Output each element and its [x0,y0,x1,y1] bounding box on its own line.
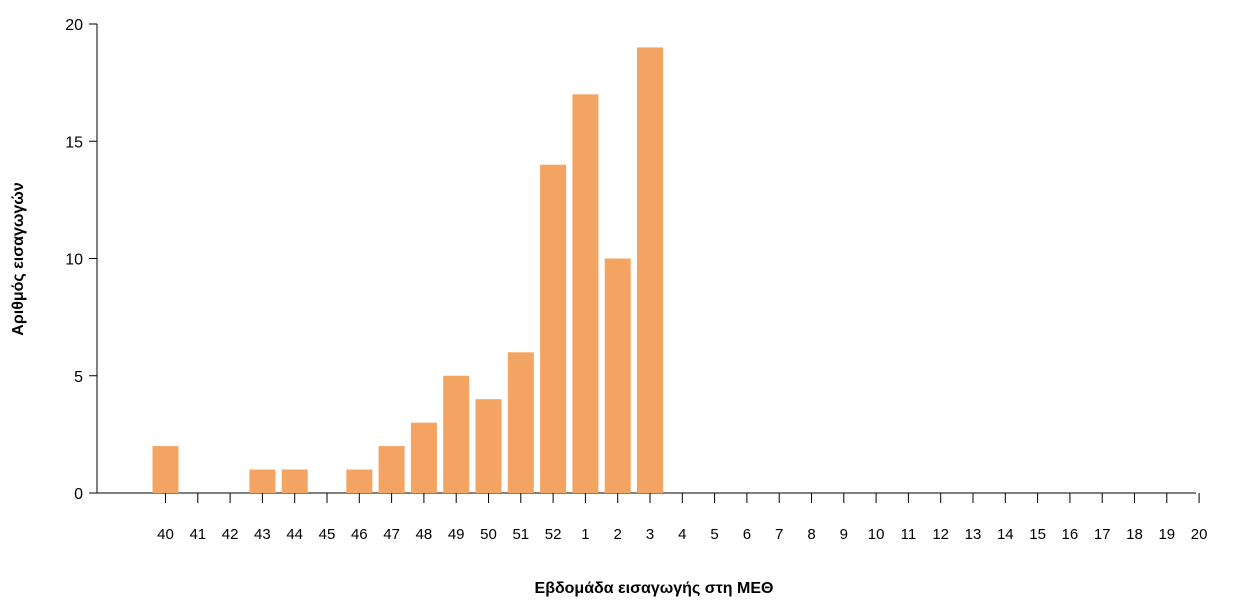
x-tick-label: 52 [545,526,562,543]
x-tick-label: 50 [480,526,497,543]
x-tick-label: 49 [448,526,465,543]
x-tick-label: 1 [581,526,589,543]
x-tick-label: 10 [868,526,885,543]
bar-51 [507,352,534,493]
x-tick-label: 17 [1094,526,1111,543]
x-tick-label: 19 [1158,526,1175,543]
bar-50 [475,399,502,493]
bar-48 [410,422,437,493]
x-tick-label: 15 [1029,526,1046,543]
x-axis: 40 41 42 43 44 45 46 47 48 49 50 51 52 1 2 3 4 5 6 7 8 9 10 11 1… [97,492,1208,543]
y-tick-label: 0 [74,486,83,503]
x-tick-label: 12 [932,526,949,543]
y-axis: 0 5 10 15 20 [65,17,98,503]
y-axis-title: Αριθμός εισαγωγών [10,182,27,336]
x-tick-label: 42 [222,526,239,543]
bar-46 [346,469,373,493]
x-tick-label: 7 [775,526,783,543]
x-tick-label: 41 [189,526,206,543]
x-tick-label: 40 [157,526,174,543]
x-tick-label: 51 [512,526,529,543]
x-tick-label: 43 [254,526,271,543]
x-tick-label: 45 [319,526,336,543]
x-tick-label: 16 [1062,526,1079,543]
x-tick-label: 8 [807,526,815,543]
x-axis-title: Εβδομάδα εισαγωγής στη ΜΕΘ [535,580,774,597]
x-tick-label: 5 [710,526,718,543]
x-tick-label: 46 [351,526,368,543]
bar-52 [540,164,567,493]
x-tick-label: 14 [997,526,1014,543]
bar-44 [281,469,308,493]
x-tick-label: 11 [901,526,917,543]
x-tick-label: 44 [286,526,303,543]
y-tick-label: 10 [65,252,83,269]
x-tick-label: 20 [1191,526,1208,543]
bar-43 [249,469,276,493]
bar-3 [637,47,663,493]
bar-1 [572,94,599,493]
x-tick-label: 2 [614,526,622,543]
x-tick-label: 18 [1126,526,1143,543]
y-tick-label: 20 [65,17,83,34]
x-tick-label: 4 [678,526,686,543]
x-tick-label: 47 [383,526,400,543]
x-tick-label: 9 [840,526,848,543]
x-tick-label: 48 [416,526,433,543]
bar-49 [443,375,470,493]
x-tick-label: 6 [743,526,751,543]
x-tick-label: 13 [965,526,982,543]
y-tick-label: 15 [65,134,83,151]
bar-40 [152,446,179,493]
x-tick-label: 3 [646,526,654,543]
bars-group [152,47,663,493]
bar-2 [604,258,631,493]
bar-47 [378,446,405,493]
y-tick-label: 5 [74,369,83,386]
